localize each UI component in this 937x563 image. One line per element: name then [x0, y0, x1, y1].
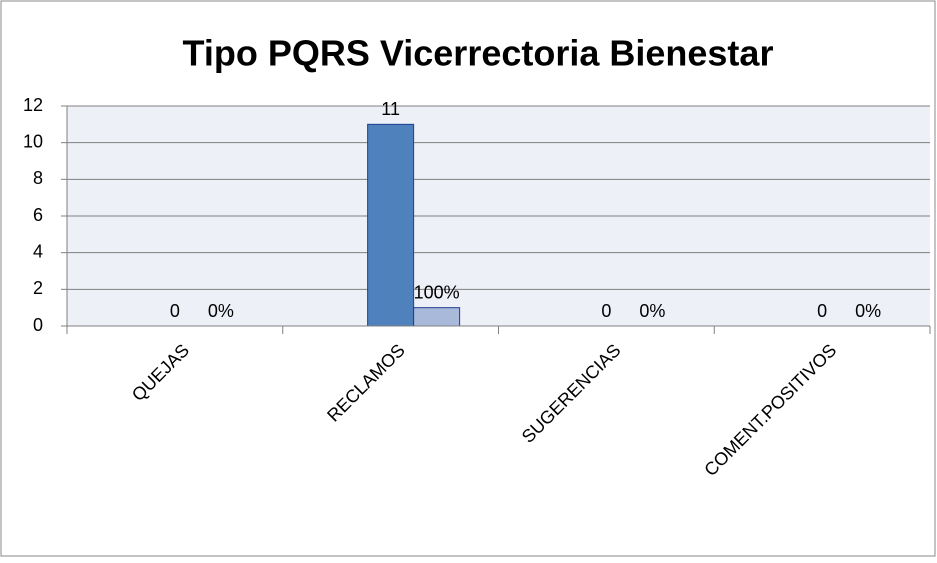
data-label: 11: [381, 99, 400, 119]
data-label: 0: [817, 301, 827, 321]
y-tick-label: 4: [33, 241, 43, 261]
data-label: 0: [601, 301, 611, 321]
y-tick-label: 2: [33, 278, 43, 298]
data-label: 100%: [414, 282, 460, 302]
y-tick-label: 0: [33, 315, 43, 335]
y-tick-label: 10: [23, 131, 43, 151]
y-tick-label: 12: [23, 95, 43, 115]
data-label: 0: [170, 301, 180, 321]
data-label: 0%: [639, 301, 665, 321]
data-label: 0%: [855, 301, 881, 321]
y-tick-label: 8: [33, 168, 43, 188]
bar: [413, 307, 461, 327]
y-tick-label: 6: [33, 205, 43, 225]
data-label: 0%: [208, 301, 234, 321]
chart-title: Tipo PQRS Vicerrectoria Bienestar: [183, 33, 774, 74]
bar: [367, 123, 415, 327]
